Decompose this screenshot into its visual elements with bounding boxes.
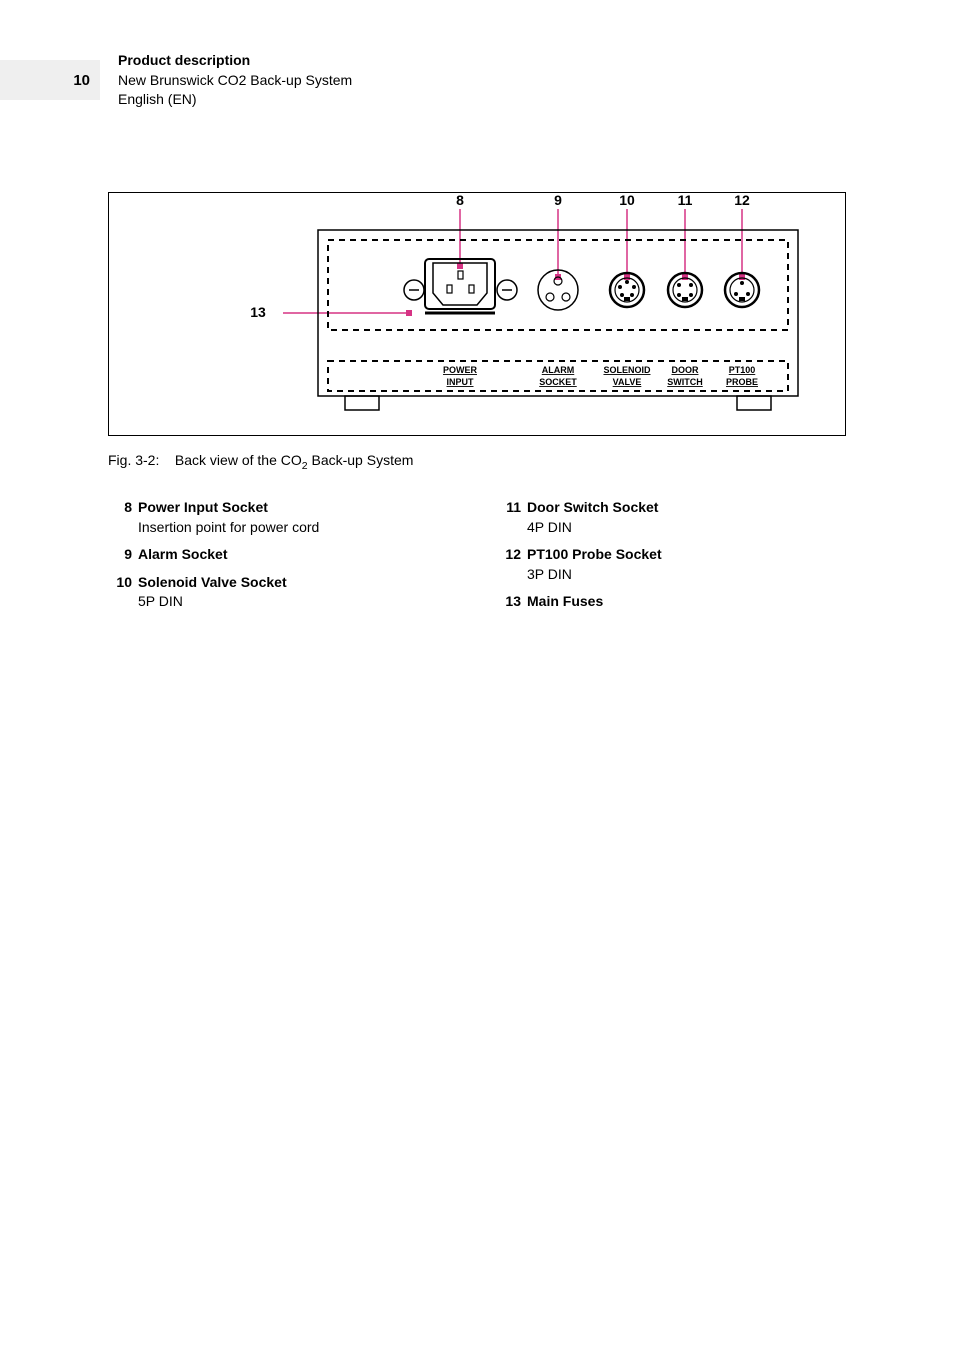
callout-10: 10 [619, 193, 635, 208]
leader-13-end [406, 310, 412, 316]
label-alarm-1: ALARM [542, 365, 575, 375]
solenoid-socket-icon [610, 273, 644, 307]
legend-term: Solenoid Valve Socket [138, 574, 287, 590]
legend-term: PT100 Probe Socket [527, 546, 662, 562]
legend-num: 11 [497, 498, 521, 537]
door-socket-icon [668, 273, 702, 307]
leader-8-end [457, 263, 463, 269]
label-pt-2: PROBE [726, 377, 758, 387]
header-line-3: English (EN) [118, 90, 352, 110]
legend-term: Main Fuses [527, 593, 603, 609]
legend: 8 Power Input Socket Insertion point for… [108, 498, 846, 620]
header-line-2: New Brunswick CO2 Back-up System [118, 71, 352, 91]
leader-11-end [682, 274, 688, 280]
label-door-1: DOOR [672, 365, 700, 375]
caption-suffix: Back-up System [308, 452, 414, 468]
legend-item: 13 Main Fuses [497, 592, 846, 612]
callout-11: 11 [678, 193, 693, 208]
callout-9: 9 [554, 193, 562, 208]
figure-caption: Fig. 3-2: Back view of the CO2 Back-up S… [108, 452, 413, 472]
legend-item: 12 PT100 Probe Socket 3P DIN [497, 545, 846, 584]
back-view-diagram: 8 9 10 11 12 13 [109, 193, 845, 435]
legend-term: Door Switch Socket [527, 499, 658, 515]
legend-item: 9 Alarm Socket [108, 545, 457, 565]
label-door-2: SWITCH [667, 377, 703, 387]
legend-num: 8 [108, 498, 132, 537]
label-power-1: POWER [443, 365, 478, 375]
legend-desc: 5P DIN [138, 593, 183, 609]
leader-10-end [624, 274, 630, 280]
caption-prefix: Fig. 3-2: [108, 452, 159, 468]
fuse-holder-left [404, 280, 424, 300]
legend-item: 10 Solenoid Valve Socket 5P DIN [108, 573, 457, 612]
label-power-2: INPUT [447, 377, 475, 387]
legend-col-right: 11 Door Switch Socket 4P DIN 12 PT100 Pr… [497, 498, 846, 620]
legend-col-left: 8 Power Input Socket Insertion point for… [108, 498, 457, 620]
legend-desc: Insertion point for power cord [138, 519, 319, 535]
figure-container: 8 9 10 11 12 13 [108, 192, 846, 436]
legend-desc: 3P DIN [527, 566, 572, 582]
panel-label-group: POWER INPUT ALARM SOCKET SOLENOID VALVE … [443, 365, 758, 387]
callout-8: 8 [456, 193, 464, 208]
callout-12: 12 [734, 193, 750, 208]
legend-item: 8 Power Input Socket Insertion point for… [108, 498, 457, 537]
header-title: Product description [118, 51, 352, 71]
label-pt-1: PT100 [729, 365, 756, 375]
header-block: Product description New Brunswick CO2 Ba… [118, 51, 352, 110]
legend-term: Alarm Socket [138, 546, 227, 562]
fuse-holder-right [497, 280, 517, 300]
label-sol-1: SOLENOID [603, 365, 651, 375]
leader-12-end [739, 274, 745, 280]
panel-foot-left [345, 396, 379, 410]
legend-item: 11 Door Switch Socket 4P DIN [497, 498, 846, 537]
legend-term: Power Input Socket [138, 499, 268, 515]
label-alarm-2: SOCKET [539, 377, 577, 387]
panel-foot-right [737, 396, 771, 410]
pt100-socket-icon [725, 273, 759, 307]
legend-num: 9 [108, 545, 132, 565]
callout-13: 13 [250, 304, 266, 320]
caption-text: Back view of the CO [175, 452, 302, 468]
legend-num: 13 [497, 592, 521, 612]
legend-desc: 4P DIN [527, 519, 572, 535]
page-number: 10 [73, 72, 90, 89]
legend-num: 10 [108, 573, 132, 612]
page-number-box: 10 [0, 60, 100, 100]
legend-num: 12 [497, 545, 521, 584]
label-sol-2: VALVE [613, 377, 642, 387]
